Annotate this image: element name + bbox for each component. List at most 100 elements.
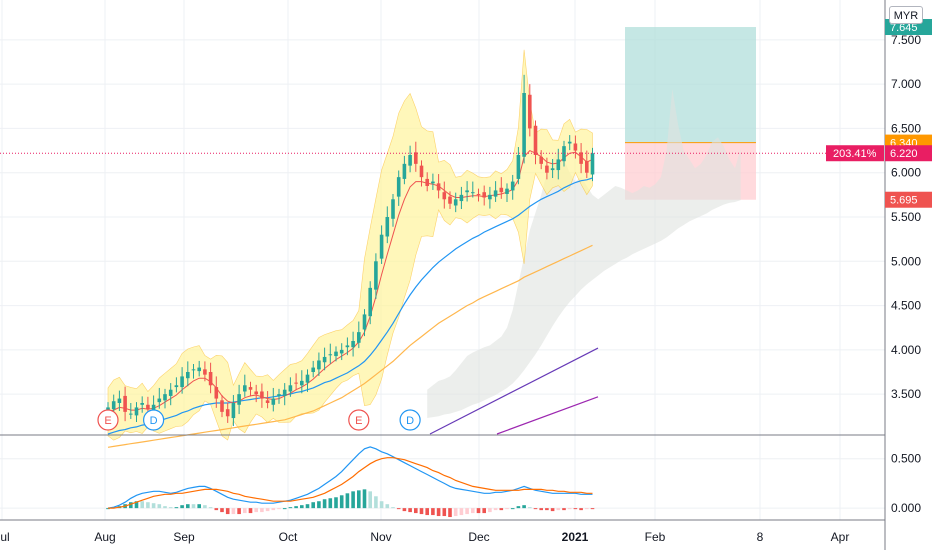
- candle-body[interactable]: [539, 156, 543, 164]
- candle-body[interactable]: [522, 93, 526, 157]
- candle-body[interactable]: [533, 125, 538, 155]
- candle-body[interactable]: [505, 188, 509, 194]
- candle-body[interactable]: [208, 372, 213, 386]
- candle-body[interactable]: [471, 192, 475, 194]
- macd-histogram-bar: [442, 508, 447, 517]
- candle-body[interactable]: [368, 287, 372, 317]
- candle-body[interactable]: [425, 178, 429, 186]
- candle-body[interactable]: [328, 354, 333, 356]
- candle-body[interactable]: [111, 401, 116, 410]
- candle-body[interactable]: [117, 398, 122, 403]
- candle-body[interactable]: [203, 369, 207, 375]
- candle-body[interactable]: [129, 413, 133, 415]
- candle-body[interactable]: [191, 369, 196, 371]
- candle-body[interactable]: [510, 181, 515, 191]
- candle-body[interactable]: [134, 407, 139, 416]
- candle-body[interactable]: [197, 367, 201, 372]
- candle-body[interactable]: [248, 387, 253, 390]
- candle-body[interactable]: [374, 261, 378, 290]
- candle-body[interactable]: [482, 192, 486, 198]
- candle-body[interactable]: [123, 395, 127, 412]
- candle-body[interactable]: [260, 391, 264, 399]
- candle-body[interactable]: [379, 234, 384, 259]
- candle-body[interactable]: [590, 153, 595, 175]
- candle-body[interactable]: [402, 163, 407, 179]
- macd-histogram-bar: [311, 502, 315, 509]
- candle-body[interactable]: [453, 199, 458, 206]
- candle-body[interactable]: [567, 141, 572, 144]
- candle-body[interactable]: [357, 332, 361, 343]
- candle-body[interactable]: [488, 194, 492, 200]
- candle-body[interactable]: [146, 404, 150, 410]
- candle-body[interactable]: [151, 404, 156, 411]
- candle-body[interactable]: [277, 394, 281, 396]
- candle-body[interactable]: [579, 152, 583, 164]
- candle-body[interactable]: [322, 356, 327, 363]
- candle-body[interactable]: [243, 385, 247, 392]
- macd-histogram-bar: [573, 508, 578, 510]
- candle-body[interactable]: [476, 193, 481, 195]
- candle-body[interactable]: [305, 374, 310, 383]
- macd-histogram-bar: [459, 508, 464, 516]
- candle-body[interactable]: [294, 382, 298, 384]
- candle-body[interactable]: [396, 177, 401, 197]
- candle-body[interactable]: [362, 314, 367, 330]
- candle-body[interactable]: [585, 161, 589, 173]
- candle-body[interactable]: [493, 190, 498, 197]
- stop-price-tag: 5.695: [890, 195, 918, 207]
- currency-button[interactable]: MYR: [889, 6, 923, 24]
- candle-body[interactable]: [573, 143, 578, 151]
- candle-body[interactable]: [528, 94, 532, 129]
- candle-body[interactable]: [408, 155, 412, 166]
- candle-body[interactable]: [334, 351, 338, 357]
- candle-body[interactable]: [288, 385, 293, 392]
- candle-body[interactable]: [465, 190, 469, 193]
- candle-body[interactable]: [271, 398, 276, 405]
- candle-body[interactable]: [214, 387, 219, 399]
- candle-body[interactable]: [345, 345, 350, 348]
- candle-body[interactable]: [300, 380, 304, 386]
- candle-body[interactable]: [545, 165, 549, 173]
- candle-body[interactable]: [448, 196, 452, 204]
- candle-body[interactable]: [157, 398, 162, 403]
- candle-body[interactable]: [339, 349, 344, 354]
- macd-histogram-bar: [322, 499, 327, 509]
- candle-body[interactable]: [225, 409, 230, 417]
- event-marker-earnings[interactable]: [348, 409, 370, 431]
- candle-body[interactable]: [499, 187, 504, 193]
- candle-body[interactable]: [550, 168, 555, 171]
- candle-body[interactable]: [431, 181, 435, 184]
- candle-body[interactable]: [231, 403, 236, 419]
- event-marker-earnings[interactable]: [97, 409, 119, 431]
- candle-body[interactable]: [265, 400, 270, 403]
- candle-body[interactable]: [220, 400, 224, 412]
- event-marker-dividend[interactable]: [399, 409, 421, 431]
- candle-body[interactable]: [168, 389, 173, 396]
- macd-histogram-bar: [510, 508, 515, 510]
- candle-body[interactable]: [180, 376, 184, 388]
- candle-body[interactable]: [556, 159, 561, 171]
- candle-body[interactable]: [351, 341, 355, 348]
- candle-body[interactable]: [385, 217, 390, 237]
- candle-body[interactable]: [442, 192, 447, 200]
- candle-body[interactable]: [282, 389, 287, 396]
- candle-body[interactable]: [516, 155, 521, 179]
- macd-histogram-bar: [465, 508, 469, 515]
- candle-body[interactable]: [140, 403, 144, 405]
- candle-body[interactable]: [391, 199, 395, 219]
- candle-body[interactable]: [174, 385, 179, 388]
- candle-body[interactable]: [419, 165, 424, 178]
- candle-body[interactable]: [254, 391, 258, 395]
- candle-body[interactable]: [317, 360, 321, 370]
- candle-body[interactable]: [414, 152, 418, 164]
- candle-body[interactable]: [436, 183, 441, 191]
- candle-body[interactable]: [459, 194, 464, 202]
- candle-body[interactable]: [186, 372, 190, 379]
- time-tick-label: Nov: [370, 530, 391, 544]
- event-marker-dividend[interactable]: [143, 409, 165, 431]
- candle-body[interactable]: [237, 394, 241, 405]
- candle-body[interactable]: [311, 367, 315, 372]
- candle-body[interactable]: [163, 394, 167, 401]
